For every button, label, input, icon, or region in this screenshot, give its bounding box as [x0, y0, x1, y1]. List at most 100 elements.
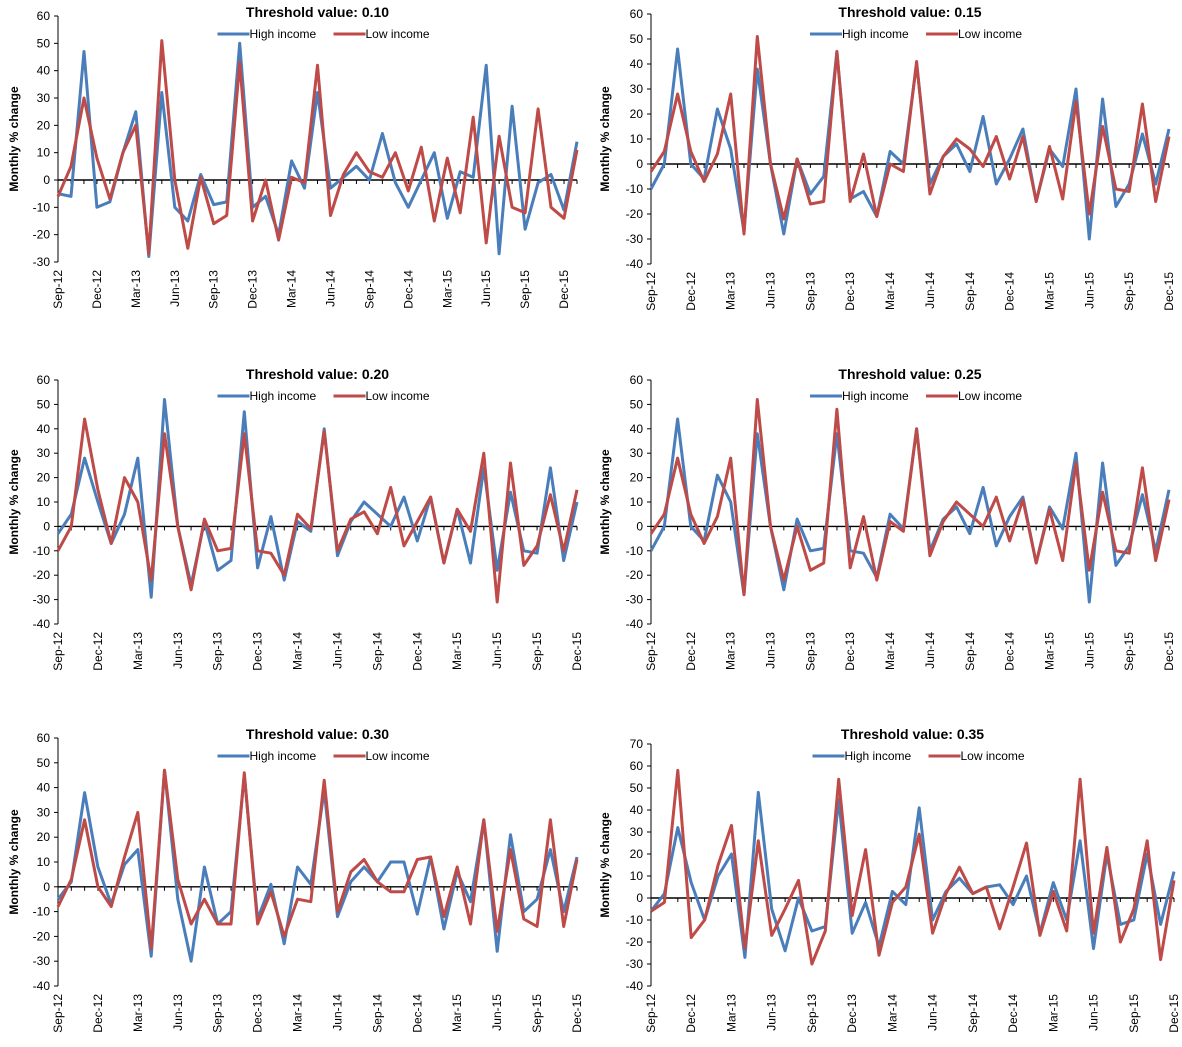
x-tick-label: Jun-14	[330, 994, 344, 1031]
x-tick-label: Jun-15	[1082, 632, 1096, 669]
y-tick-label: 10	[630, 132, 644, 146]
x-tick-label: Dec-13	[246, 270, 260, 309]
y-tick-label: 50	[630, 32, 644, 46]
chart-title: Threshold value: 0.10	[246, 4, 389, 20]
x-tick-label: Sep-14	[370, 994, 384, 1033]
y-tick-label: -20	[33, 929, 51, 943]
x-tick-label: Jun-14	[926, 994, 940, 1031]
chart-panel-2: -40 -30 -20 -10 0 10 20 30 40 50 60 Sep-12 Dec-12 Mar…	[591, 0, 1182, 350]
legend-label-low: Low income	[958, 27, 1022, 41]
y-tick-label: -40	[626, 617, 644, 631]
y-axis-label: Monthly % change	[7, 86, 21, 192]
chart-title: Threshold value: 0.15	[838, 4, 981, 20]
y-tick-label: -30	[33, 593, 51, 607]
series-line-high	[649, 417, 1171, 604]
line-chart: -40 -30 -20 -10 0 10 20 30 40 50 60 70 Sep-12 Dec-12 M…	[598, 726, 1181, 1033]
y-tick-label: 10	[630, 869, 644, 883]
series-line-low	[649, 398, 1171, 597]
legend: High income Low income	[217, 749, 430, 763]
line-chart: -40 -30 -20 -10 0 10 20 30 40 50 60 Sep-12 Dec-12 Mar…	[598, 4, 1176, 311]
x-tick-label: Dec-14	[410, 632, 424, 671]
x-tick-label: Dec-12	[91, 994, 105, 1033]
x-tick-label: Sep-14	[370, 632, 384, 671]
x-tick-label: Mar-13	[724, 272, 738, 310]
x-tick-label: Dec-12	[684, 632, 698, 671]
x-tick-label: Dec-13	[843, 632, 857, 671]
chart-title: Threshold value: 0.25	[838, 366, 981, 382]
series-line-low	[56, 39, 579, 256]
y-tick-label: -40	[626, 257, 644, 271]
y-tick-label: 70	[630, 737, 644, 751]
x-tick-label: Sep-12	[644, 272, 658, 311]
x-tick-label: Jun-14	[330, 632, 344, 669]
y-tick-label: 20	[630, 847, 644, 861]
x-tick-label: Dec-14	[1003, 632, 1017, 671]
x-tick-label: Mar-13	[129, 270, 143, 308]
x-tick-label: Dec-13	[843, 272, 857, 311]
y-tick-label: -30	[33, 954, 51, 968]
y-tick-label: 40	[630, 803, 644, 817]
x-tick-label: Jun-13	[168, 270, 182, 307]
y-tick-label: 20	[37, 830, 51, 844]
legend-label-high: High income	[842, 389, 909, 403]
x-tick-label: Sep-13	[803, 632, 817, 671]
y-tick-label: 0	[636, 157, 643, 171]
x-tick-label: Sep-12	[51, 270, 65, 309]
legend-label-low: Low income	[366, 389, 430, 403]
legend-label-low: Low income	[961, 749, 1025, 763]
x-tick-label: Mar-14	[883, 632, 897, 670]
x-tick-label: Jun-14	[323, 270, 337, 307]
line-chart: -40 -30 -20 -10 0 10 20 30 40 50 60 Sep-12 Dec-12 Mar…	[7, 366, 584, 671]
x-tick-label: Dec-15	[570, 994, 584, 1033]
legend-label-high: High income	[845, 749, 912, 763]
x-tick-label: Mar-15	[440, 270, 454, 308]
y-tick-label: -10	[626, 544, 644, 558]
x-tick-label: Dec-13	[845, 994, 859, 1033]
y-tick-label: -20	[33, 568, 51, 582]
chart-title: Threshold value: 0.20	[246, 366, 389, 382]
legend-label-high: High income	[842, 27, 909, 41]
y-tick-label: 30	[37, 446, 51, 460]
legend-label-high: High income	[250, 27, 317, 41]
y-tick-label: 0	[43, 519, 50, 533]
y-tick-label: 40	[630, 57, 644, 71]
x-tick-label: Jun-14	[923, 632, 937, 669]
y-tick-label: 40	[37, 781, 51, 795]
x-tick-label: Dec-14	[410, 994, 424, 1033]
line-chart: -30 -20 -10 0 10 20 30 40 50 60 Sep-12 Dec-12 Mar-13…	[7, 4, 579, 309]
x-tick-label: Dec-12	[684, 994, 698, 1033]
x-tick-label: Sep-14	[963, 632, 977, 671]
y-tick-label: 10	[630, 495, 644, 509]
x-tick-label: Mar-15	[1042, 272, 1056, 310]
x-tick-label: Dec-15	[1162, 272, 1176, 311]
y-tick-label: 50	[37, 397, 51, 411]
x-tick-label: Sep-13	[211, 994, 225, 1033]
x-tick-label: Dec-15	[570, 632, 584, 671]
x-tick-label: Dec-15	[1162, 632, 1176, 671]
x-tick-label: Jun-15	[1087, 994, 1101, 1031]
y-tick-label: 20	[630, 107, 644, 121]
y-tick-label: 60	[37, 731, 51, 745]
y-axis-label: Monthly % change	[7, 809, 21, 915]
chart-panel-3: -40 -30 -20 -10 0 10 20 30 40 50 60 Sep-12 Dec-12 Mar…	[0, 362, 591, 712]
y-tick-label: -10	[33, 905, 51, 919]
chart-title: Threshold value: 0.30	[246, 726, 389, 742]
x-tick-label: Dec-15	[557, 270, 571, 309]
y-tick-label: 50	[630, 781, 644, 795]
x-tick-label: Mar-13	[724, 994, 738, 1032]
x-tick-label: Mar-14	[291, 994, 305, 1032]
y-tick-label: 0	[636, 519, 643, 533]
x-tick-label: Dec-15	[1167, 994, 1181, 1033]
x-tick-label: Dec-14	[1003, 272, 1017, 311]
series-line-high	[56, 768, 579, 963]
legend-label-high: High income	[250, 389, 317, 403]
y-tick-label: 60	[630, 759, 644, 773]
x-tick-label: Sep-15	[518, 270, 532, 309]
y-tick-label: -10	[33, 544, 51, 558]
y-tick-label: 30	[630, 446, 644, 460]
y-tick-label: 30	[37, 805, 51, 819]
series-line-low	[56, 768, 579, 951]
x-tick-label: Jun-13	[171, 632, 185, 669]
legend: High income Low income	[810, 27, 1022, 41]
x-tick-label: Sep-15	[530, 994, 544, 1033]
